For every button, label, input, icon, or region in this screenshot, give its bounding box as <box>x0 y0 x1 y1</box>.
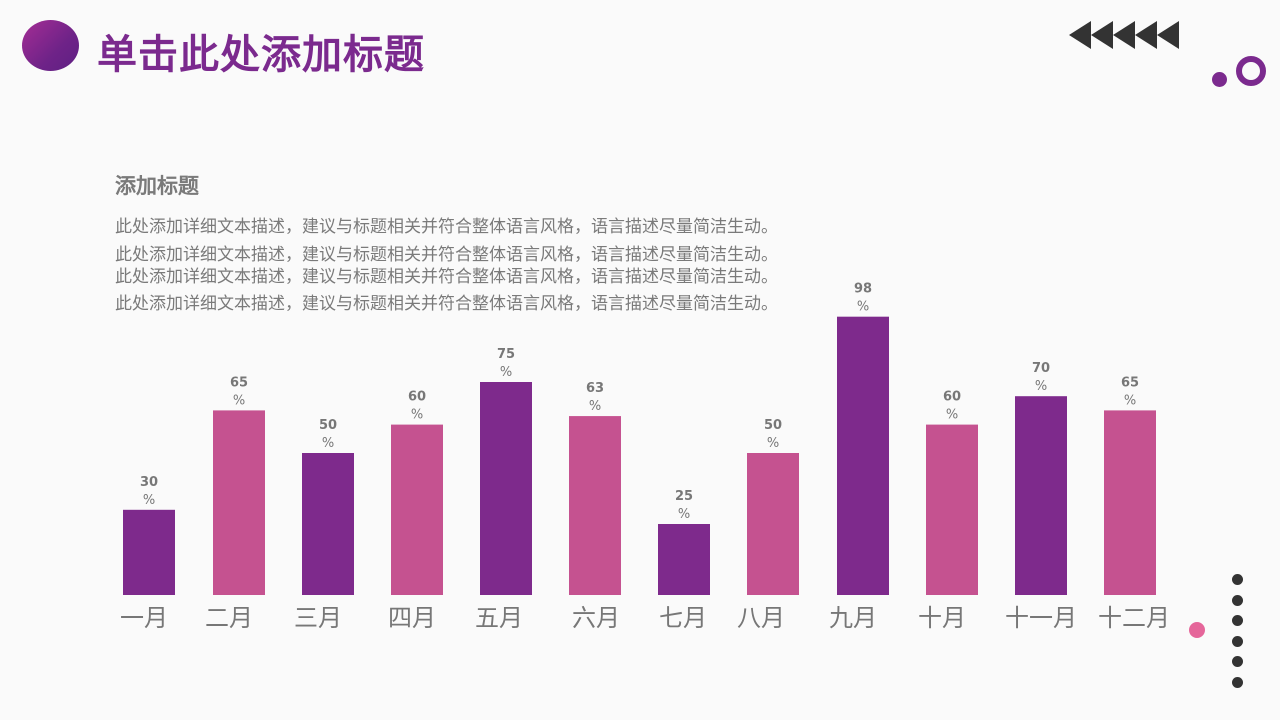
bar-11 <box>1015 396 1067 595</box>
bar-value-label: 60 <box>943 390 961 405</box>
bar-value-label: 50 <box>764 418 782 433</box>
bar-8 <box>747 453 799 595</box>
x-tick-label: 三月 <box>294 604 342 632</box>
x-tick-label: 七月 <box>659 604 707 632</box>
bar-5 <box>480 382 532 595</box>
bar-3 <box>302 453 354 595</box>
title-decor-circle <box>22 20 79 71</box>
arrows-decor-icon <box>1069 21 1179 49</box>
x-tick-label: 十月 <box>918 604 966 632</box>
x-tick-label: 二月 <box>205 604 253 632</box>
bar-4 <box>391 424 443 595</box>
description-line-4[interactable]: 此处添加详细文本描述，建议与标题相关并符合整体语言风格，语言描述尽量简洁生动。 <box>115 294 778 314</box>
bar-9 <box>837 316 889 595</box>
decor-dot <box>1232 615 1243 627</box>
bar-percent-label: % <box>322 436 334 451</box>
decor-dot <box>1232 656 1243 668</box>
bar-value-label: 63 <box>586 381 604 396</box>
bar-percent-label: % <box>411 408 423 423</box>
bar-value-label: 60 <box>408 390 426 405</box>
bar-percent-label: % <box>1035 379 1047 394</box>
page-title[interactable]: 单击此处添加标题 <box>97 32 425 78</box>
bar-value-label: 50 <box>319 418 337 433</box>
x-tick-label: 八月 <box>737 604 785 632</box>
bar-10 <box>926 424 978 595</box>
bar-12 <box>1104 410 1156 595</box>
bar-percent-label: % <box>946 408 958 423</box>
section-subtitle[interactable]: 添加标题 <box>115 174 199 198</box>
bar-1 <box>123 509 175 595</box>
bar-percent-label: % <box>1124 393 1136 408</box>
bar-percent-label: % <box>500 365 512 380</box>
pink-decor-dot <box>1189 622 1205 638</box>
bar-percent-label: % <box>857 300 869 315</box>
x-tick-label: 六月 <box>572 604 620 632</box>
bar-value-label: 98 <box>854 282 872 297</box>
bar-value-label: 25 <box>675 489 693 504</box>
x-tick-label: 九月 <box>829 604 877 632</box>
bar-percent-label: % <box>233 393 245 408</box>
bar-value-label: 75 <box>497 347 515 362</box>
bar-6 <box>569 416 621 595</box>
x-tick-label: 十二月 <box>1098 604 1170 632</box>
bar-percent-label: % <box>767 436 779 451</box>
bar-value-label: 65 <box>1121 375 1139 390</box>
x-tick-label: 一月 <box>120 604 168 632</box>
vertical-dots-decor <box>1232 574 1243 698</box>
decor-dot <box>1232 594 1243 606</box>
decor-dot <box>1232 676 1243 688</box>
description-line-3[interactable]: 此处添加详细文本描述，建议与标题相关并符合整体语言风格，语言描述尽量简洁生动。 <box>115 267 778 287</box>
description-line-2[interactable]: 此处添加详细文本描述，建议与标题相关并符合整体语言风格，语言描述尽量简洁生动。 <box>115 245 778 265</box>
x-tick-label: 五月 <box>475 604 523 632</box>
bar-percent-label: % <box>143 493 155 508</box>
decor-dot <box>1212 72 1227 87</box>
x-tick-label: 十一月 <box>1005 604 1077 632</box>
bar-percent-label: % <box>678 507 690 522</box>
bar-value-label: 30 <box>140 475 158 490</box>
bar-2 <box>213 410 265 595</box>
decor-dot <box>1232 635 1243 647</box>
bar-value-label: 70 <box>1032 361 1050 376</box>
decor-ring <box>1236 56 1266 86</box>
bar-7 <box>658 524 710 595</box>
x-tick-label: 四月 <box>388 604 436 632</box>
decor-dot <box>1232 574 1243 585</box>
bar-percent-label: % <box>589 399 601 414</box>
bar-value-label: 65 <box>230 375 248 390</box>
description-line-1[interactable]: 此处添加详细文本描述，建议与标题相关并符合整体语言风格，语言描述尽量简洁生动。 <box>115 217 778 237</box>
